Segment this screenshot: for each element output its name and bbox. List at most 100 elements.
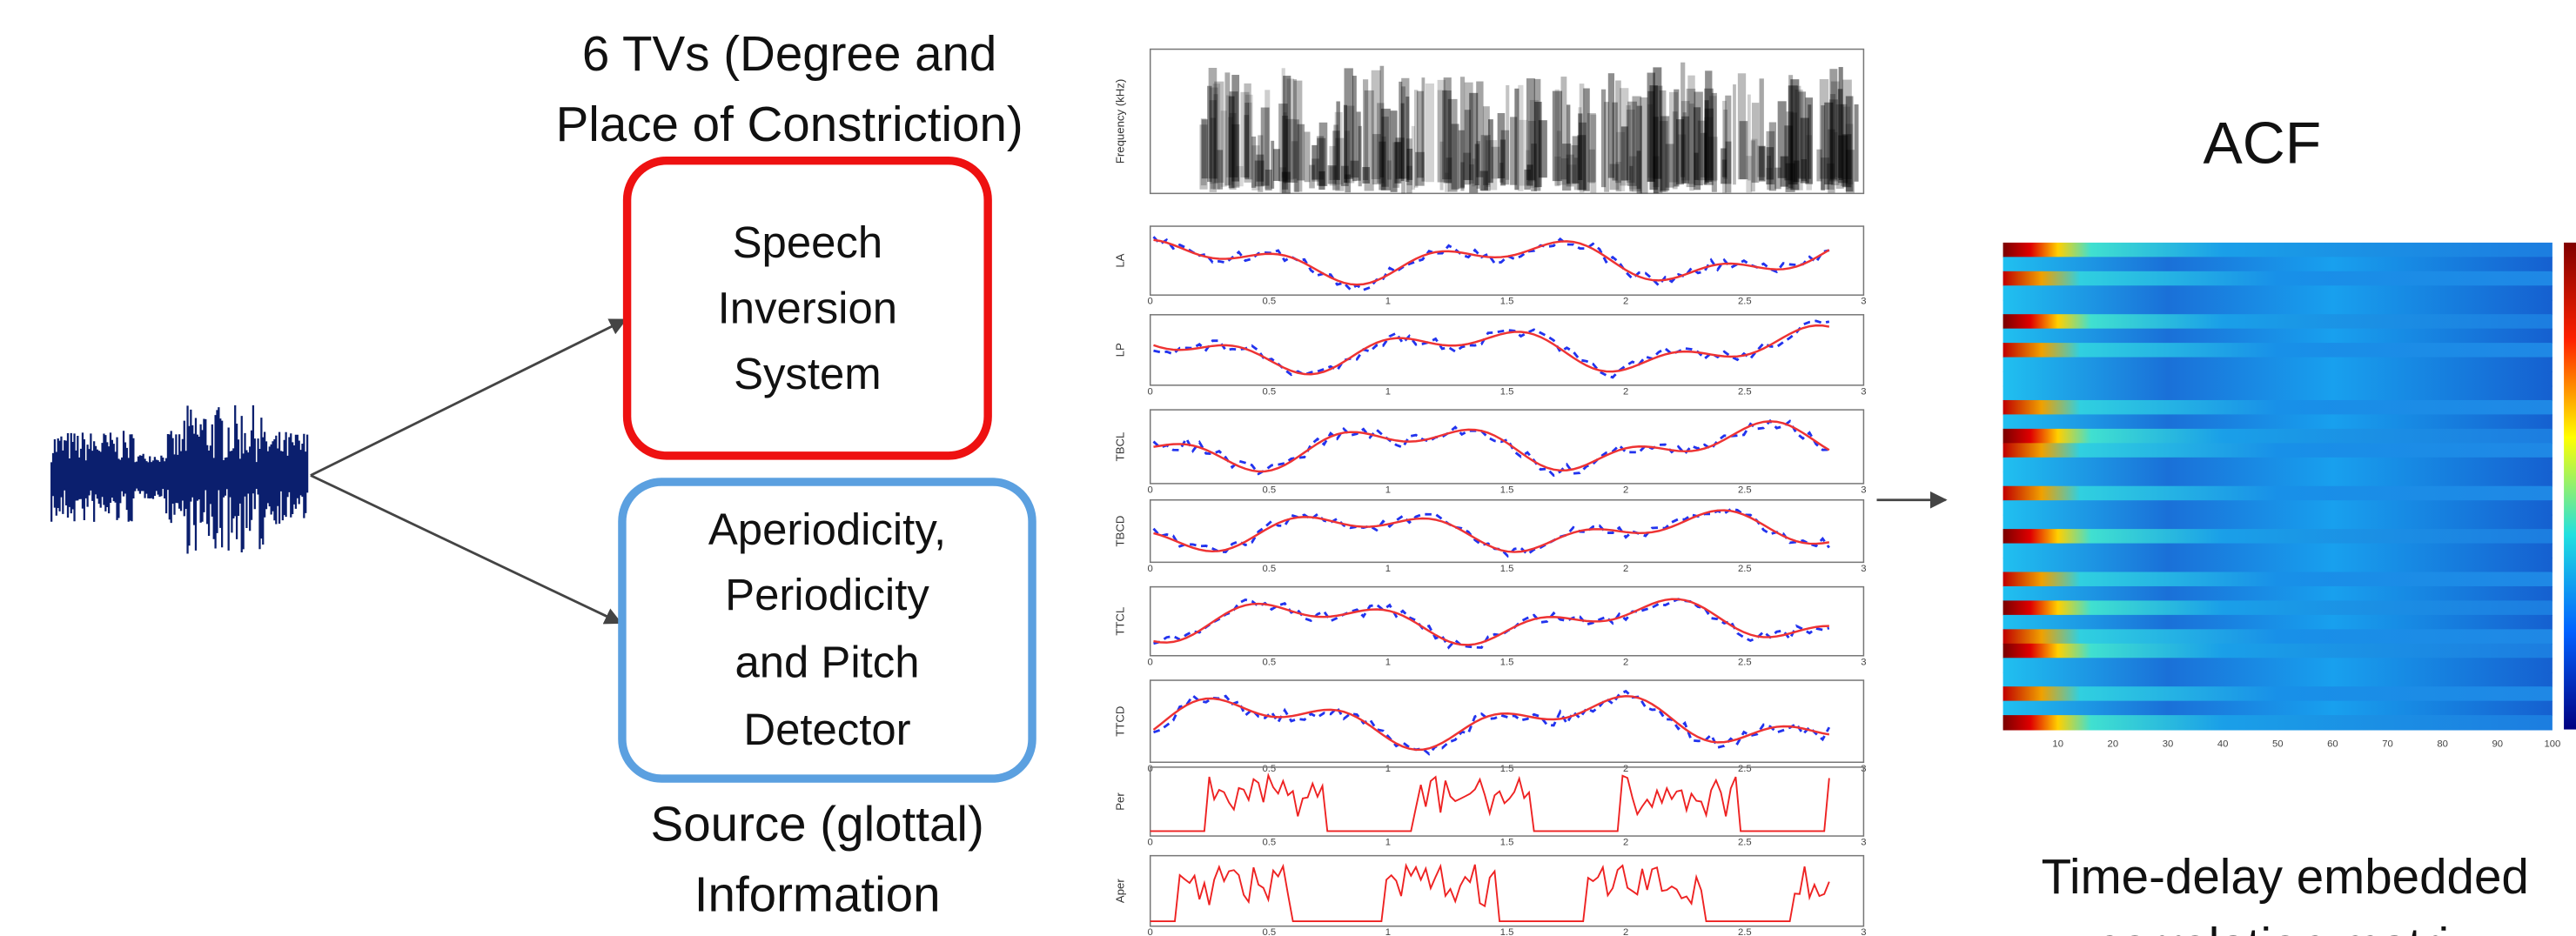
tv-trace [1153, 509, 1830, 553]
spectrogram-cell [1437, 90, 1447, 183]
plot-y-label: Aper [1113, 879, 1126, 903]
time-tick-label: 1.5 [1500, 838, 1514, 848]
spectrogram-cell [1620, 126, 1628, 181]
spectrogram-cell [1790, 79, 1800, 191]
spectrogram-cell [1668, 91, 1679, 183]
spectrogram-cell [1768, 122, 1777, 191]
spectrogram-cell [1228, 117, 1233, 185]
spectrogram-cell [1845, 96, 1854, 192]
spectrogram-cell [1236, 165, 1244, 187]
tv-plots: Frequency (kHz) LA 0 0.5 1 1.5 2 2.5 3 LP 0 0.5 1 1.5… [1113, 48, 1867, 936]
spectrogram-cell [1686, 88, 1696, 188]
time-tick-label: 1 [1385, 657, 1391, 667]
spectrogram-cell [1566, 104, 1571, 184]
spectrogram-cell [1199, 124, 1208, 190]
plot-y-label: Per [1113, 792, 1126, 811]
spectrogram-cell [1244, 103, 1250, 179]
spectrogram-cell [1554, 89, 1560, 187]
spectrogram-cell [1747, 94, 1751, 181]
spectrogram-cell [1329, 145, 1336, 180]
time-tick-label: 1 [1385, 838, 1391, 848]
spectrogram-cell [1381, 117, 1389, 187]
spectrogram-cell [1285, 118, 1295, 183]
heatmap-row [2002, 343, 2553, 358]
acf-title: ACF [2204, 111, 2322, 177]
spectrogram-cell [1766, 167, 1773, 185]
time-tick-label: 2 [1623, 764, 1628, 774]
heatmap-row [2002, 614, 2553, 631]
spectrogram-cell [1845, 124, 1854, 184]
plot-y-label: TBCL [1113, 432, 1126, 462]
spectrogram-cell [1506, 84, 1510, 180]
spectrogram-cell [1767, 156, 1771, 191]
spectrogram-cell [1401, 77, 1410, 179]
spectrogram-cell [1659, 90, 1667, 192]
spectrogram-cell [1443, 77, 1452, 184]
spectrogram-cell [1415, 151, 1425, 186]
spectrogram-cell [1628, 156, 1637, 190]
spectrogram-cell [1705, 70, 1713, 182]
spectrogram-cell [1362, 167, 1370, 184]
spectrogram-cell [1842, 79, 1852, 179]
time-tick-label: 3 [1861, 297, 1866, 307]
spectrogram-cell [1842, 106, 1851, 187]
spectrogram-cell [1488, 119, 1493, 184]
spectrogram-cell [1437, 79, 1446, 183]
spectrogram-cell [1212, 84, 1221, 190]
spectrogram-cell [1463, 152, 1472, 180]
tv-estimate [1153, 319, 1830, 379]
spectrogram-cell [1229, 91, 1238, 177]
spectrogram-cell [1746, 156, 1753, 193]
spectrogram-cell [1392, 142, 1400, 188]
plot-y-label: TTCL [1113, 607, 1126, 636]
spectrogram-cell [1476, 81, 1484, 177]
heatmap-row [2002, 585, 2553, 602]
spectrogram-cell [1281, 171, 1291, 194]
spectrogram-cell [1344, 68, 1353, 179]
spectrogram-cell [1260, 107, 1270, 186]
acf-tick-label: 10 [2052, 739, 2063, 750]
time-tick-label: 1.5 [1500, 297, 1514, 307]
spectrogram-cell [1784, 125, 1794, 181]
plot-y-label: Frequency (kHz) [1113, 79, 1126, 164]
source-trace [1150, 862, 1830, 922]
spectrogram-cell [1271, 140, 1275, 189]
acf-tick-label: 30 [2163, 739, 2174, 750]
time-tick-label: 1.5 [1500, 927, 1514, 936]
acf-tick-label: 90 [2492, 739, 2503, 750]
spectrogram-cell [1379, 141, 1386, 191]
box-text: and Pitch [735, 638, 919, 687]
spectrogram-cell [1573, 157, 1579, 191]
spectrogram-cell [1632, 96, 1642, 192]
spectrogram-cell [1816, 149, 1822, 182]
time-tick-label: 2 [1623, 838, 1628, 848]
spectrogram-cell [1394, 142, 1402, 184]
spectrogram-cell [1766, 147, 1774, 180]
spectrogram-cell [1722, 100, 1727, 193]
spectrogram-cell [1251, 145, 1260, 191]
spectrogram-cell [1336, 101, 1340, 180]
spectrogram-cell [1838, 67, 1843, 181]
spectrogram-cell [1556, 130, 1561, 186]
time-tick-label: 3 [1861, 927, 1866, 936]
time-tick-label: 3 [1861, 657, 1866, 667]
spectrogram-cell [1660, 116, 1670, 191]
time-tick-label: 0 [1148, 485, 1153, 495]
spectrogram-cell [1439, 141, 1444, 191]
spectrogram-cell [1672, 111, 1678, 190]
spectrogram-cell [1700, 132, 1706, 177]
spectrogram-cell [1572, 136, 1580, 184]
heatmap-row [2002, 257, 2553, 272]
spectrogram-cell [1476, 141, 1480, 189]
spectrogram-cell [1278, 104, 1288, 182]
plot-frame [1149, 409, 1865, 485]
spectrogram-cell [1616, 131, 1626, 191]
spectrogram-cell [1707, 137, 1718, 181]
spectrogram-cell [1704, 108, 1714, 181]
tv-estimate [1152, 418, 1829, 478]
spectrogram-cell [1526, 150, 1530, 185]
spectrogram-cell [1524, 169, 1531, 190]
tv-label: 6 TVs (Degree and [582, 26, 996, 81]
spectrogram-cell [1425, 83, 1434, 183]
